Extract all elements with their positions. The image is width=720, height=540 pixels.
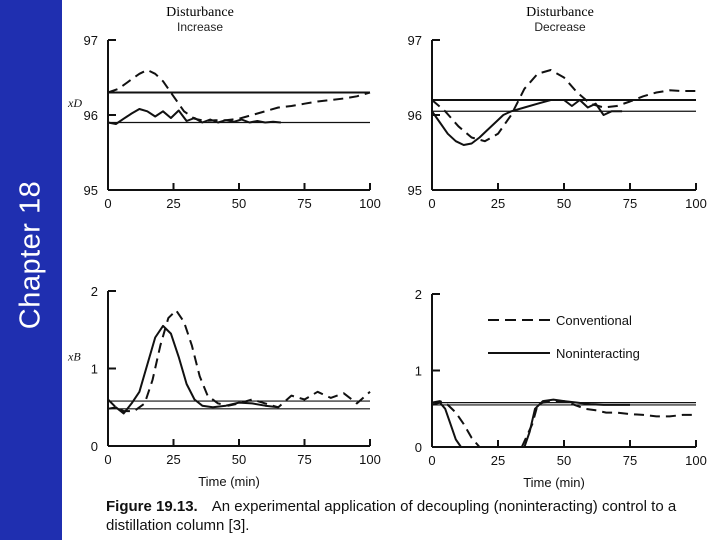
legend-conventional-label: Conventional xyxy=(556,313,632,328)
x-tick-label: 25 xyxy=(491,453,505,468)
x-tick-label: 0 xyxy=(428,453,435,468)
panel-title: Disturbance xyxy=(166,5,234,20)
y-tick-label: 0 xyxy=(91,439,98,454)
x-axis-label: Time (min) xyxy=(198,474,260,489)
series-noninteracting-line xyxy=(431,398,630,448)
y-axis-label: xD xyxy=(67,96,82,110)
figure-caption: Figure 19.13. An experimental application… xyxy=(106,497,706,535)
y-tick-label: 2 xyxy=(415,287,422,302)
x-tick-label: 0 xyxy=(428,196,435,211)
x-tick-label: 75 xyxy=(623,453,637,468)
y-tick-label: 96 xyxy=(84,108,98,123)
y-tick-label: 95 xyxy=(408,183,422,198)
y-tick-label: 0 xyxy=(415,440,422,455)
series-noninteracting-line xyxy=(107,108,281,125)
y-tick-label: 96 xyxy=(408,108,422,123)
chapter-label: Chapter 18 xyxy=(14,180,47,330)
caption-number: Figure 19.13. xyxy=(106,498,198,515)
chart-legend: Conventional Noninteracting xyxy=(488,313,640,361)
caption-text: An experimental application of decouplin… xyxy=(106,498,677,534)
x-tick-label: 50 xyxy=(232,196,246,211)
x-tick-label: 0 xyxy=(104,452,111,467)
y-tick-label: 97 xyxy=(84,33,98,48)
x-tick-label: 100 xyxy=(359,452,381,467)
chart-xb-decrease: 0 25 50 75 100 2 1 0 Time (min) xyxy=(415,287,707,490)
x-tick-label: 0 xyxy=(104,196,111,211)
series-conventional-line xyxy=(107,309,371,413)
panel-subtitle: Increase xyxy=(177,20,223,34)
x-tick-label: 75 xyxy=(623,196,637,211)
x-axis-label: Time (min) xyxy=(523,475,585,490)
y-axis-label: xB xyxy=(67,350,81,364)
x-tick-label: 100 xyxy=(685,453,707,468)
y-tick-label: 1 xyxy=(91,362,98,377)
y-tick-label: 97 xyxy=(408,33,422,48)
chapter-sidebar: Chapter 18 xyxy=(0,0,62,540)
y-tick-label: 1 xyxy=(415,364,422,379)
legend-noninteracting-label: Noninteracting xyxy=(556,346,640,361)
y-tick-label: 2 xyxy=(91,284,98,299)
x-tick-label: 100 xyxy=(359,196,381,211)
x-tick-label: 25 xyxy=(491,196,505,211)
series-conventional-line xyxy=(107,69,371,122)
x-tick-label: 75 xyxy=(297,196,311,211)
panel-title: Disturbance xyxy=(526,5,594,20)
series-conventional-line xyxy=(431,69,696,143)
x-tick-label: 75 xyxy=(297,452,311,467)
series-noninteracting-line xyxy=(431,99,623,146)
series-noninteracting-line xyxy=(107,324,279,415)
panel-subtitle: Decrease xyxy=(534,20,586,34)
x-tick-label: 50 xyxy=(557,453,571,468)
y-tick-label: 95 xyxy=(84,183,98,198)
x-tick-label: 50 xyxy=(232,452,246,467)
x-tick-label: 25 xyxy=(166,452,180,467)
x-tick-label: 25 xyxy=(166,196,180,211)
x-tick-label: 50 xyxy=(557,196,571,211)
chart-xb-increase: 0 25 50 75 100 2 1 0 xB Time (min) xyxy=(67,284,381,489)
x-tick-label: 100 xyxy=(685,196,707,211)
